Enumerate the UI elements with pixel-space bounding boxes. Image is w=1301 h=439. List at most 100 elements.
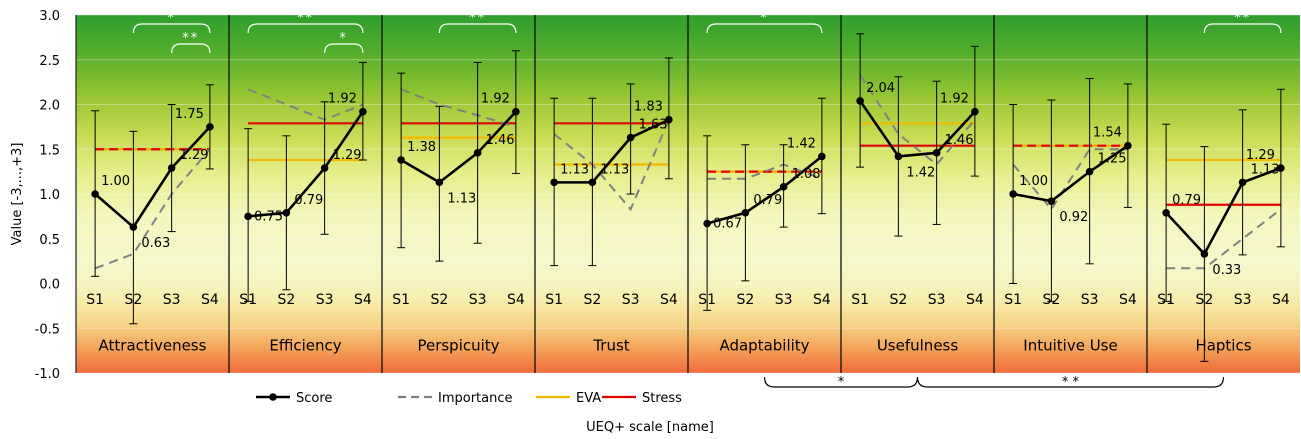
- score-label: 1.42: [906, 165, 935, 180]
- y-tick-label: 0.5: [39, 233, 60, 248]
- subcategory-label: S1: [86, 292, 104, 308]
- subcategory-label: S3: [622, 292, 640, 308]
- score-point: [703, 219, 711, 228]
- legend: Score Importance EVA Stress: [256, 391, 682, 406]
- score-point: [320, 164, 329, 172]
- score-label: 1.92: [940, 92, 969, 107]
- legend-item-stress: Stress: [602, 391, 682, 406]
- score-line: [859, 100, 976, 158]
- importance-line: [400, 88, 517, 128]
- score-point: [818, 152, 826, 161]
- subcategory-label: S4: [201, 292, 219, 308]
- score-label: 0.79: [294, 193, 323, 208]
- importance-line: [859, 74, 976, 166]
- score-line: [554, 118, 670, 184]
- score-point: [588, 178, 597, 187]
- importance-line: [1166, 208, 1282, 270]
- importance-line: [1012, 148, 1128, 211]
- subcategory-label: S2: [277, 292, 295, 308]
- significance-bracket: [706, 23, 823, 34]
- score-point: [1162, 208, 1170, 217]
- significance-bracket-bottom: [763, 376, 919, 388]
- scale-name: Haptics: [1195, 337, 1251, 355]
- scale-name: Trust: [592, 337, 629, 355]
- score-point: [779, 183, 788, 191]
- score-point: [1277, 164, 1285, 172]
- subcategory-label: S4: [813, 292, 831, 308]
- subcategory-label: S3: [1234, 292, 1252, 308]
- score-label: 1.29: [180, 148, 209, 163]
- importance-line: [94, 148, 211, 270]
- score-point: [129, 223, 138, 231]
- score-line: [248, 110, 364, 218]
- score-point: [91, 190, 99, 198]
- legend-item-eva: EVA: [536, 391, 601, 406]
- score-point: [1009, 190, 1017, 198]
- significance-label: *: [760, 11, 769, 26]
- subcategory-label: S3: [1081, 292, 1099, 308]
- score-point: [1047, 197, 1056, 205]
- significance-label: *: [167, 11, 176, 26]
- score-point: [435, 178, 444, 187]
- scale-name: Usefulness: [877, 337, 959, 355]
- significance-bracket: [132, 23, 211, 34]
- significance-label-bottom: * *: [1062, 375, 1080, 390]
- score-label: 0.33: [1212, 263, 1241, 278]
- score-label: 0.67: [713, 217, 742, 232]
- subcategory-label: S1: [1004, 292, 1022, 308]
- score-label: 1.08: [792, 167, 821, 182]
- score-point: [282, 208, 291, 217]
- score-line: [94, 125, 211, 230]
- score-point: [397, 156, 405, 164]
- significance-bracket: [438, 23, 517, 34]
- score-label: 1.13: [1251, 162, 1280, 177]
- scale-panel-attractiveness: S1 S2 S3 S4Attractiveness1.000.631.291.75**…: [86, 11, 219, 355]
- scale-name: Adaptability: [719, 337, 809, 355]
- legend-item-score: Score: [256, 391, 332, 406]
- subcategory-label: S1: [851, 292, 869, 308]
- score-point: [550, 178, 558, 187]
- scale-name: Perspicuity: [417, 337, 499, 355]
- subcategory-label: S3: [928, 292, 946, 308]
- subcategory-label: S2: [430, 292, 448, 308]
- significance-bracket: [171, 43, 211, 54]
- y-tick-label: -0.5: [35, 322, 60, 337]
- score-label: 0.63: [141, 236, 170, 251]
- score-point: [512, 107, 520, 116]
- significance-bracket: [1203, 23, 1282, 34]
- legend-label: Importance: [438, 391, 513, 406]
- y-tick-label: 1.5: [39, 143, 60, 158]
- score-label: 0.92: [1059, 210, 1088, 225]
- score-point: [1124, 141, 1132, 150]
- score-point: [1200, 250, 1209, 258]
- significance-label: **: [297, 11, 314, 26]
- scale-name: Intuitive Use: [1023, 337, 1117, 355]
- score-point: [932, 149, 941, 157]
- score-point: [1238, 178, 1247, 187]
- subcategory-label: S2: [736, 292, 754, 308]
- significance-bracket: [324, 43, 364, 54]
- legend-item-importance: Importance: [398, 391, 513, 406]
- significance-bracket-bottom: [916, 376, 1225, 388]
- score-point: [741, 208, 750, 217]
- score-line: [1012, 144, 1129, 203]
- score-line: [400, 110, 517, 184]
- subcategory-label: S3: [163, 292, 181, 308]
- significance-label-bottom: *: [838, 375, 845, 390]
- y-axis-title: Value [-3,...,+3]: [10, 143, 25, 246]
- y-tick-label: 1.0: [39, 188, 60, 203]
- score-point: [244, 212, 252, 221]
- score-point: [665, 115, 673, 124]
- score-point: [473, 149, 482, 157]
- score-label: 1.00: [1019, 174, 1048, 189]
- subcategory-label: S4: [966, 292, 984, 308]
- score-point: [206, 123, 214, 131]
- subcategory-label: S1: [545, 292, 563, 308]
- subcategory-label: S1: [392, 292, 410, 308]
- scale-panel-trust: S1 S2 S3 S4 Trust 1.13 1.13 1.63 1.83: [534, 15, 678, 373]
- score-point: [167, 164, 176, 172]
- score-label: 1.92: [481, 92, 510, 107]
